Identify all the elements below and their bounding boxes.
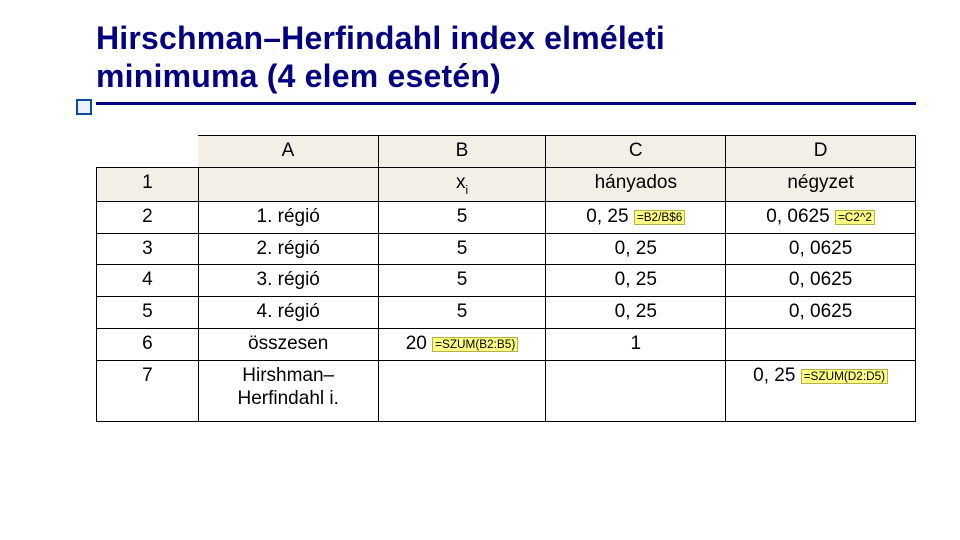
rownum-6: 6 xyxy=(97,328,199,360)
r1-C: hányados xyxy=(546,167,726,201)
formula-d7: =SZUM(D2:D5) xyxy=(801,369,888,384)
r1-B: xi xyxy=(378,167,546,201)
r5-C: 0, 25 xyxy=(546,297,726,329)
spreadsheet-table: A B C D 1 xi hányados négyzet 2 1. régió… xyxy=(96,135,916,422)
r1-D: négyzet xyxy=(726,167,916,201)
formula-c2: =B2/B$6 xyxy=(634,210,685,225)
title-rule xyxy=(96,102,916,105)
formula-d2: =C2^2 xyxy=(835,210,875,225)
row-4: 4 3. régió 5 0, 25 0, 0625 xyxy=(97,265,916,297)
title-line-2: minimuma (4 elem esetén) xyxy=(96,58,501,94)
row-3: 3 2. régió 5 0, 25 0, 0625 xyxy=(97,233,916,265)
r6-B: 20 =SZUM(B2:B5) xyxy=(378,328,546,360)
row-1: 1 xi hányados négyzet xyxy=(97,167,916,201)
col-D: D xyxy=(726,136,916,168)
r4-B: 5 xyxy=(378,265,546,297)
r2-B: 5 xyxy=(378,201,546,233)
rownum-7: 7 xyxy=(97,360,199,421)
title-line-1: Hirschman–Herfindahl index elméleti xyxy=(96,20,665,56)
r2-A: 1. régió xyxy=(198,201,378,233)
table: A B C D 1 xi hányados négyzet 2 1. régió… xyxy=(96,135,916,422)
col-C: C xyxy=(546,136,726,168)
r6-A: összesen xyxy=(198,328,378,360)
row-7: 7 Hirshman– Herfindahl i. 0, 25 =SZUM(D2… xyxy=(97,360,916,421)
r3-D: 0, 0625 xyxy=(726,233,916,265)
r4-D: 0, 0625 xyxy=(726,265,916,297)
r3-C: 0, 25 xyxy=(546,233,726,265)
r4-A: 3. régió xyxy=(198,265,378,297)
bullet-accent-icon xyxy=(76,99,92,115)
r3-A: 2. régió xyxy=(198,233,378,265)
header-row: A B C D xyxy=(97,136,916,168)
row-5: 5 4. régió 5 0, 25 0, 0625 xyxy=(97,297,916,329)
r7-C xyxy=(546,360,726,421)
r5-B: 5 xyxy=(378,297,546,329)
r6-D xyxy=(726,328,916,360)
rownum-5: 5 xyxy=(97,297,199,329)
r7-A: Hirshman– Herfindahl i. xyxy=(198,360,378,421)
formula-b6: =SZUM(B2:B5) xyxy=(432,337,518,352)
rownum-3: 3 xyxy=(97,233,199,265)
r7-D: 0, 25 =SZUM(D2:D5) xyxy=(726,360,916,421)
slide: Hirschman–Herfindahl index elméleti mini… xyxy=(0,0,960,540)
row-6: 6 összesen 20 =SZUM(B2:B5) 1 xyxy=(97,328,916,360)
col-A: A xyxy=(198,136,378,168)
slide-title: Hirschman–Herfindahl index elméleti mini… xyxy=(96,20,916,96)
rownum-4: 4 xyxy=(97,265,199,297)
title-block: Hirschman–Herfindahl index elméleti mini… xyxy=(96,20,916,105)
col-B: B xyxy=(378,136,546,168)
r2-C: 0, 25 =B2/B$6 xyxy=(546,201,726,233)
r7-B xyxy=(378,360,546,421)
r2-D: 0, 0625 =C2^2 xyxy=(726,201,916,233)
rownum-1: 1 xyxy=(97,167,199,201)
r4-C: 0, 25 xyxy=(546,265,726,297)
r5-A: 4. régió xyxy=(198,297,378,329)
header-blank xyxy=(97,136,199,168)
r5-D: 0, 0625 xyxy=(726,297,916,329)
row-2: 2 1. régió 5 0, 25 =B2/B$6 0, 0625 =C2^2 xyxy=(97,201,916,233)
r1-A xyxy=(198,167,378,201)
r6-C: 1 xyxy=(546,328,726,360)
r3-B: 5 xyxy=(378,233,546,265)
rownum-2: 2 xyxy=(97,201,199,233)
